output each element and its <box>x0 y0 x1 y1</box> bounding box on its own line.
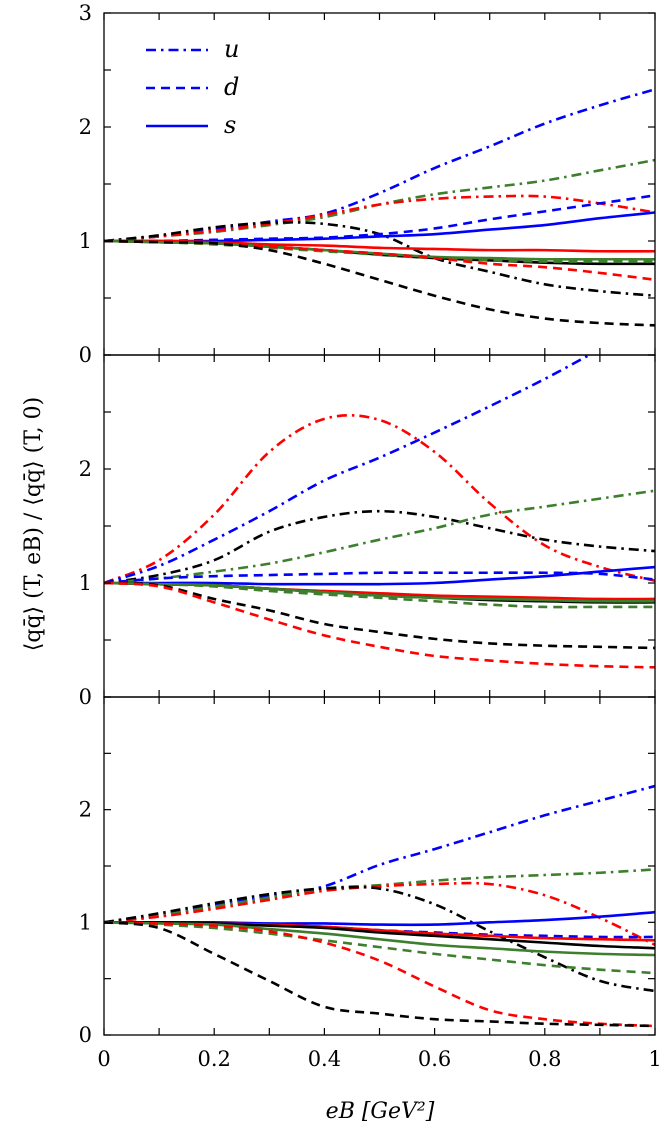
series-line-d-black <box>104 921 655 1028</box>
series-line-s-blue <box>104 565 655 586</box>
y-tick-label: 1 <box>79 571 92 595</box>
series-line-u-red <box>104 194 655 243</box>
legend: uds <box>146 35 239 139</box>
legend-label-u: u <box>224 35 239 63</box>
y-tick-label: 1 <box>79 910 92 934</box>
x-tick-label: 0.4 <box>308 1047 341 1071</box>
x-tick-label: 0.6 <box>418 1047 451 1071</box>
series-line-u-black <box>104 509 655 585</box>
y-tick-label: 2 <box>79 798 92 822</box>
panel-frame <box>103 12 656 356</box>
y-tick-label: 2 <box>79 115 92 139</box>
series-line-u-blue <box>104 784 655 924</box>
series-line-u-red <box>104 414 655 585</box>
series-group <box>104 355 655 669</box>
plot-area: 0 1 2 3 0 1 2 0 1 2 0 0.2 0.4 0.6 0.8 1 uds <box>79 1 662 1071</box>
x-tick-label: 0.2 <box>197 1047 230 1071</box>
series-line-d-green <box>104 921 655 975</box>
y-tick-label: 2 <box>79 457 92 481</box>
panel-frame <box>103 696 656 1036</box>
legend-label-d: d <box>224 73 239 101</box>
series-line-d-red <box>104 921 655 1028</box>
panel-2: 0 1 2 <box>79 354 656 709</box>
y-tick-label: 0 <box>79 685 92 709</box>
y-tick-label: 0 <box>79 1023 92 1047</box>
series-group <box>104 784 655 1028</box>
series-line-u-red <box>104 881 655 947</box>
series-line-u-blue <box>104 88 655 243</box>
panel-3: 0 1 2 <box>79 696 656 1047</box>
legend-label-s: s <box>224 111 236 139</box>
y-tick-label: 1 <box>79 229 92 253</box>
series-line-u-black <box>104 885 655 993</box>
y-tick-label: 3 <box>79 1 92 25</box>
panel-frame <box>103 354 656 698</box>
series-line-u-blue <box>104 355 592 585</box>
x-axis-label: eB [GeV²] <box>326 1099 435 1124</box>
series-line-d-red <box>104 581 655 669</box>
series-line-d-black <box>104 239 655 327</box>
x-tick-label: 0.8 <box>528 1047 561 1071</box>
series-line-u-green <box>104 158 655 243</box>
series-line-d-black <box>104 581 655 650</box>
x-tick-label: 1 <box>648 1047 661 1071</box>
series-group <box>104 88 655 327</box>
x-tick-label: 0 <box>97 1047 110 1071</box>
series-line-u-green <box>104 868 655 924</box>
y-axis-label: ⟨qq̄⟩ (T, eB) / ⟨qq̄⟩ (T, 0) <box>21 397 46 651</box>
series-line-d-green <box>104 581 655 609</box>
series-line-d-blue <box>104 571 655 585</box>
series-line-u-green <box>104 489 655 585</box>
series-line-s-blue <box>104 211 655 243</box>
y-tick-label: 0 <box>79 343 92 367</box>
panel-1: 0 1 2 3 <box>79 1 656 367</box>
